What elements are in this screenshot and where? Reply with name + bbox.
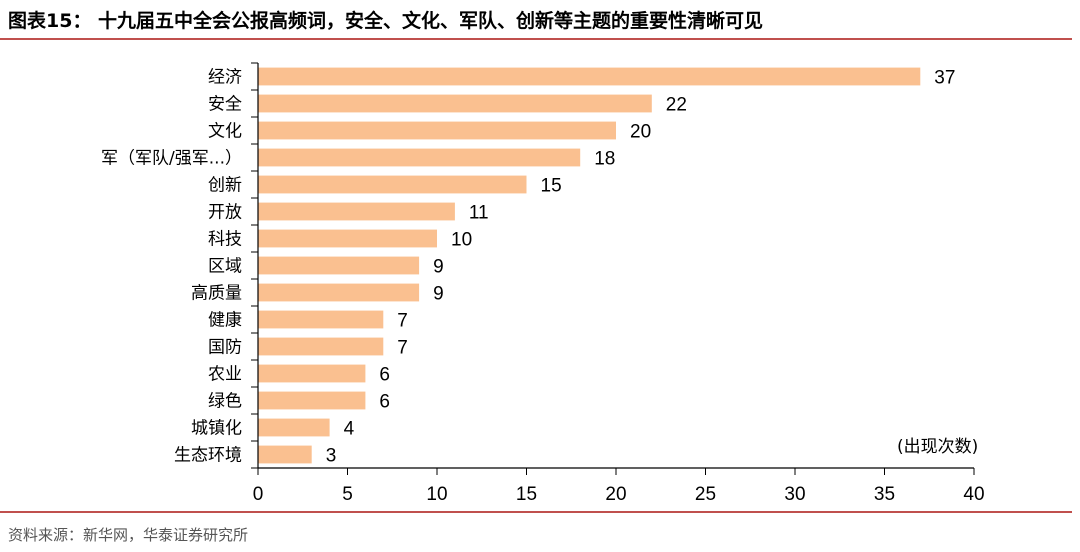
x-tick-label: 15 [516,484,537,505]
bar [258,337,384,356]
category-label: 绿色 [208,392,242,412]
category-label: 创新 [208,176,242,196]
source-rule [0,511,1072,513]
bar [258,364,366,383]
x-tick-label: 40 [963,484,984,505]
category-label: 科技 [208,230,242,250]
bar [258,175,527,194]
data-label: 10 [451,230,472,251]
x-tick-label: 30 [784,484,805,505]
x-tick-label: 10 [426,484,447,505]
category-label: 农业 [208,365,242,385]
x-tick-label: 20 [605,484,626,505]
category-label: 城镇化 [191,419,242,439]
category-label: 高质量 [191,284,242,304]
x-tick-label: 5 [342,484,353,505]
category-label: 健康 [208,311,242,331]
bar [258,283,420,302]
data-label: 11 [469,203,489,224]
category-label: 文化 [208,122,242,142]
category-label: 军（军队/强军...） [101,149,242,169]
bar [258,94,652,113]
data-label: 20 [630,122,651,143]
bar [258,445,312,464]
category-label: 生态环境 [174,446,242,466]
category-label: 安全 [208,95,242,115]
data-label: 4 [344,419,355,440]
x-tick-label: 25 [695,484,716,505]
bar [258,202,455,221]
category-label: 开放 [208,203,242,223]
chart-title: 图表15： 十九届五中全会公报高频词，安全、文化、军队、创新等主题的重要性清晰可… [8,10,764,32]
x-tick-label: 0 [253,484,264,505]
bar [258,121,616,140]
data-label: 15 [541,176,562,197]
data-label: 6 [379,365,390,386]
bar [258,67,921,86]
category-label: 国防 [208,338,242,358]
data-label: 18 [594,149,615,170]
data-label: 9 [433,257,444,278]
bar [258,391,366,410]
category-label: 区域 [208,257,242,277]
source-note: 资料来源：新华网，华泰证券研究所 [8,526,249,544]
data-label: 3 [326,446,337,467]
data-label: 37 [934,68,955,89]
title-rule [0,38,1072,40]
bar [258,229,437,248]
data-label: 6 [379,392,390,413]
x-tick-label: 35 [874,484,895,505]
bar [258,310,384,329]
data-label: 7 [397,338,408,359]
bar [258,418,330,437]
unit-label: (出现次数) [897,437,978,457]
bar [258,148,581,167]
data-label: 9 [433,284,444,305]
category-label: 经济 [208,68,242,88]
data-label: 7 [397,311,408,332]
bar [258,256,420,275]
data-label: 22 [666,95,687,116]
